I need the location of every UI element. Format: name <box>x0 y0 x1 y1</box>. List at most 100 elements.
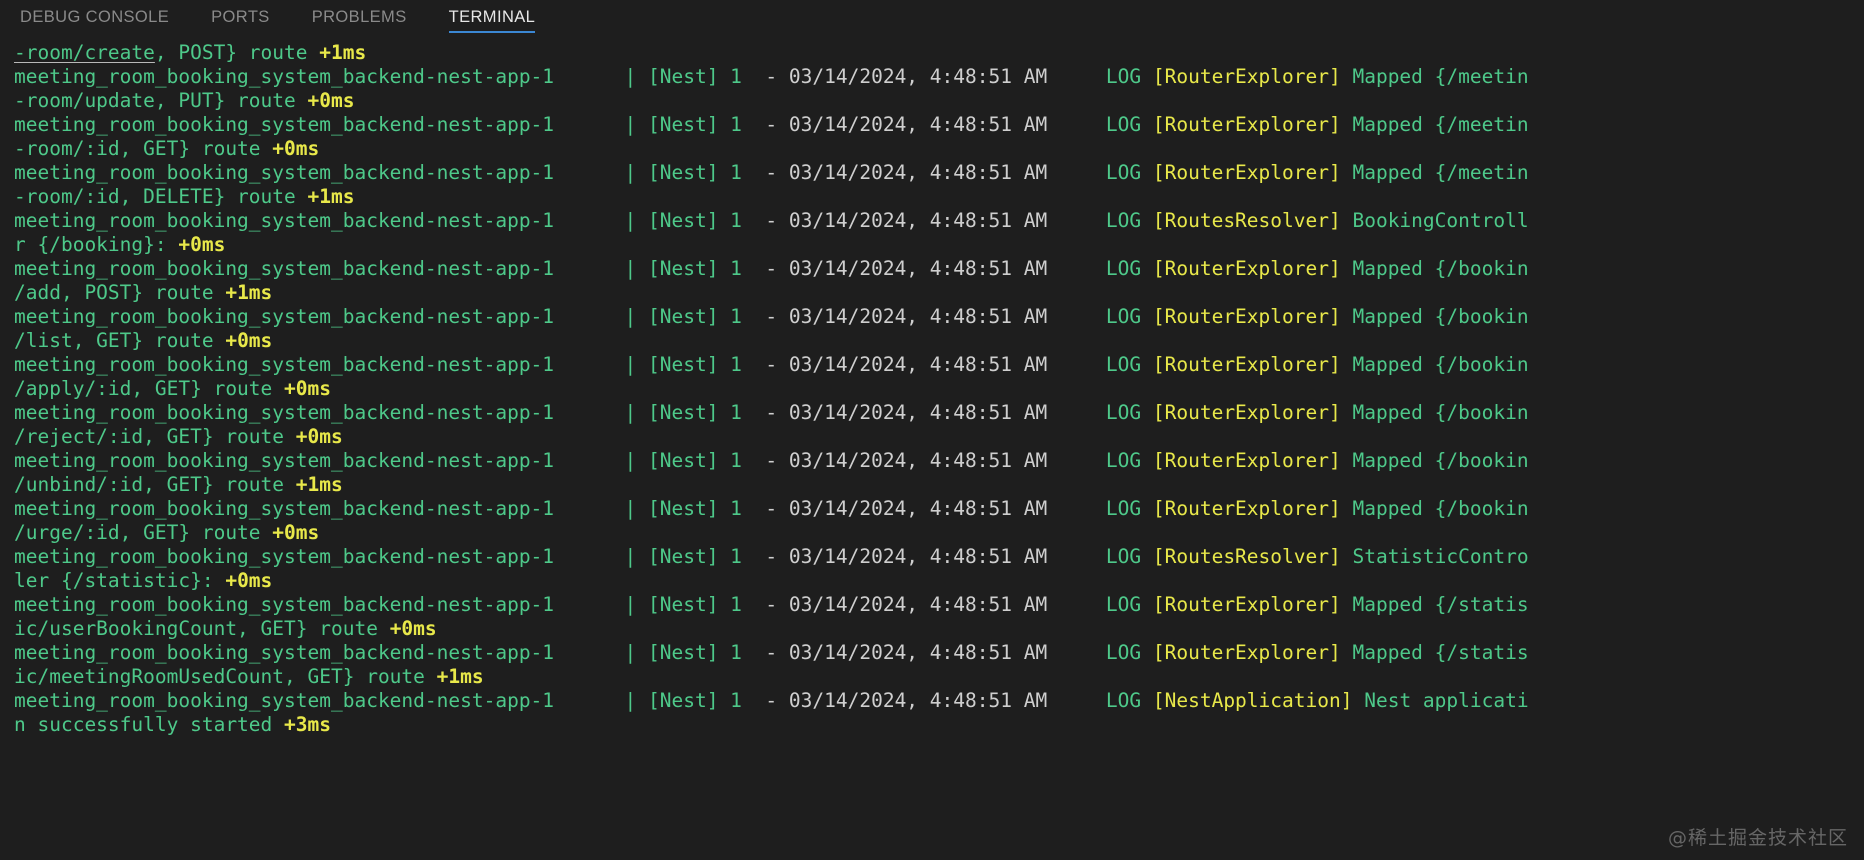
nest-tag: [Nest] 1 <box>648 257 742 280</box>
spacer <box>554 113 624 136</box>
spacer <box>777 65 789 88</box>
terminal-line: r {/booking}: +0ms <box>14 233 1864 257</box>
log-context: [RouterExplorer] <box>1152 305 1341 328</box>
log-message: Mapped {/meetin <box>1352 161 1529 184</box>
container-name: meeting_room_booking_system_backend-nest… <box>14 257 555 280</box>
log-timestamp: 03/14/2024, 4:48:51 AM <box>788 353 1048 376</box>
nest-tag: [Nest] 1 <box>648 65 742 88</box>
spacer <box>554 209 624 232</box>
container-name: meeting_room_booking_system_backend-nest… <box>14 401 555 424</box>
spacer <box>1341 593 1353 616</box>
spacer <box>777 593 789 616</box>
route-timing: +0ms <box>272 521 320 544</box>
spacer <box>777 545 789 568</box>
container-name: meeting_room_booking_system_backend-nest… <box>14 305 555 328</box>
route-timing: +1ms <box>295 473 343 496</box>
nest-tag: [Nest] 1 <box>648 305 742 328</box>
terminal-text: /list, GET} route <box>14 329 226 352</box>
pipe-separator: | <box>624 497 637 520</box>
nest-tag: [Nest] 1 <box>648 497 742 520</box>
spacer <box>1141 209 1153 232</box>
terminal-line: meeting_room_booking_system_backend-nest… <box>14 209 1864 233</box>
spacer <box>554 593 624 616</box>
terminal-line: /urge/:id, GET} route +0ms <box>14 521 1864 545</box>
panel-tab-terminal[interactable]: TERMINAL <box>448 0 536 35</box>
terminal-line: ler {/statistic}: +0ms <box>14 569 1864 593</box>
route-path-link[interactable]: -room/create <box>14 41 155 64</box>
log-level: LOG <box>1105 497 1142 520</box>
spacer <box>1141 305 1153 328</box>
pipe-separator: | <box>624 65 637 88</box>
spacer <box>1141 353 1153 376</box>
log-timestamp: 03/14/2024, 4:48:51 AM <box>788 65 1048 88</box>
log-timestamp: 03/14/2024, 4:48:51 AM <box>788 209 1048 232</box>
spacer <box>636 449 648 472</box>
spacer <box>777 641 789 664</box>
spacer <box>554 305 624 328</box>
dash-separator: - <box>765 593 778 616</box>
spacer <box>1141 593 1153 616</box>
spacer <box>636 545 648 568</box>
spacer <box>636 593 648 616</box>
terminal-line: meeting_room_booking_system_backend-nest… <box>14 161 1864 185</box>
spacer <box>742 209 765 232</box>
spacer <box>1047 353 1106 376</box>
spacer <box>1141 449 1153 472</box>
terminal-text: ic/userBookingCount, GET} route <box>14 617 390 640</box>
route-timing: +0ms <box>295 425 343 448</box>
spacer <box>636 353 648 376</box>
panel-tab-label: DEBUG CONSOLE <box>20 8 170 26</box>
spacer <box>636 113 648 136</box>
terminal-line: /apply/:id, GET} route +0ms <box>14 377 1864 401</box>
terminal-line: ic/meetingRoomUsedCount, GET} route +1ms <box>14 665 1864 689</box>
spacer <box>554 449 624 472</box>
spacer <box>777 305 789 328</box>
route-timing: +0ms <box>178 233 226 256</box>
dash-separator: - <box>765 545 778 568</box>
terminal-text: /urge/:id, GET} route <box>14 521 273 544</box>
spacer <box>742 497 765 520</box>
spacer <box>554 545 624 568</box>
route-timing: +0ms <box>307 89 355 112</box>
panel-tab-debug-console[interactable]: DEBUG CONSOLE <box>20 0 169 35</box>
terminal-line: ic/userBookingCount, GET} route +0ms <box>14 617 1864 641</box>
spacer <box>636 161 648 184</box>
panel-tab-ports[interactable]: PORTS <box>211 0 270 35</box>
log-context: [RoutesResolver] <box>1152 545 1341 568</box>
panel-tab-label: TERMINAL <box>448 8 536 26</box>
terminal-output[interactable]: -room/create, POST} route +1ms meeting_ro… <box>0 35 1864 860</box>
nest-tag: [Nest] 1 <box>648 209 742 232</box>
panel-tab-problems[interactable]: PROBLEMS <box>312 0 407 35</box>
log-level: LOG <box>1105 257 1142 280</box>
panel-tab-label: PORTS <box>211 8 270 26</box>
spacer <box>777 689 789 712</box>
terminal-text: /apply/:id, GET} route <box>14 377 285 400</box>
log-level: LOG <box>1105 305 1142 328</box>
spacer <box>554 641 624 664</box>
spacer <box>1047 161 1106 184</box>
nest-tag: [Nest] 1 <box>648 353 742 376</box>
spacer <box>636 209 648 232</box>
log-context: [RouterExplorer] <box>1152 449 1341 472</box>
spacer <box>1341 209 1353 232</box>
pipe-separator: | <box>624 401 637 424</box>
spacer <box>636 641 648 664</box>
container-name: meeting_room_booking_system_backend-nest… <box>14 593 555 616</box>
log-timestamp: 03/14/2024, 4:48:51 AM <box>788 305 1048 328</box>
terminal-text: , POST} route <box>154 41 320 64</box>
dash-separator: - <box>765 113 778 136</box>
spacer <box>554 689 624 712</box>
terminal-line-list: -room/create, POST} route +1ms meeting_ro… <box>14 41 1864 737</box>
spacer <box>636 305 648 328</box>
log-message: Mapped {/statis <box>1352 593 1529 616</box>
log-message: Mapped {/bookin <box>1352 257 1529 280</box>
route-timing: +0ms <box>272 137 320 160</box>
spacer <box>742 593 765 616</box>
log-timestamp: 03/14/2024, 4:48:51 AM <box>788 449 1048 472</box>
route-timing: +0ms <box>225 569 273 592</box>
dash-separator: - <box>765 449 778 472</box>
terminal-line: -room/:id, DELETE} route +1ms <box>14 185 1864 209</box>
log-message: Mapped {/bookin <box>1352 401 1529 424</box>
spacer <box>1341 401 1353 424</box>
log-context: [RouterExplorer] <box>1152 497 1341 520</box>
